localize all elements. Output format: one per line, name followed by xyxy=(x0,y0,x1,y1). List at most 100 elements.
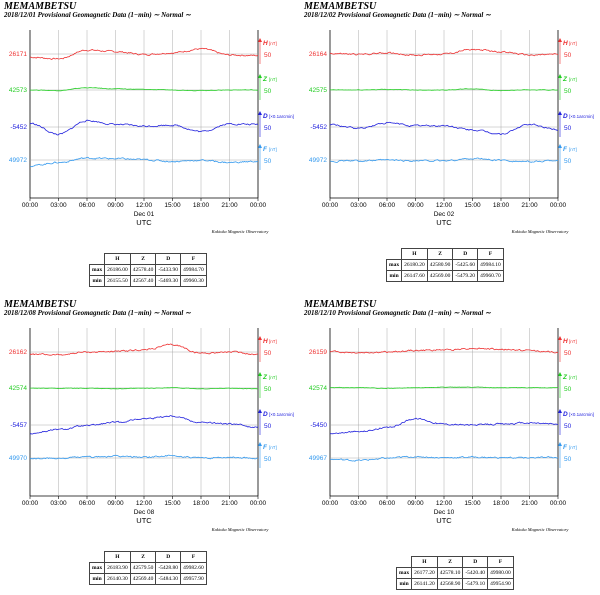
chart-subtitle: 2018/12/01 Provisional Geomagnetic Data … xyxy=(4,11,191,19)
component-letter: F xyxy=(263,444,268,451)
table-row: min 26155.50 42567.40 -5469.30 49960.30 xyxy=(88,275,207,287)
component-unit: [nT] xyxy=(569,445,577,450)
series-line-f xyxy=(29,156,259,168)
table-col-h: H xyxy=(104,551,131,563)
x-tick-label: 21:00 xyxy=(521,202,538,209)
date-label: Dec 01 xyxy=(134,211,155,218)
series-line-d xyxy=(29,119,259,136)
cell-z: 42569.00 xyxy=(426,270,454,282)
scale-arrow-icon xyxy=(558,74,562,78)
table-row: max 26183.90 42579.50 -5428.80 49982.60 xyxy=(88,562,207,574)
magnetogram-panel: MEMAMBETSU 2018/12/08 Provisional Geomag… xyxy=(0,298,300,595)
table-corner xyxy=(90,254,105,265)
x-tick-label: 09:00 xyxy=(107,500,124,507)
minmax-table: H Z D F max 26186.00 42578.40 -5433.90 4… xyxy=(88,253,207,287)
scale-value: 50 xyxy=(264,350,272,357)
row-label: max xyxy=(88,264,106,276)
component-unit: [nT] xyxy=(269,147,277,152)
table-col-z: Z xyxy=(129,551,157,563)
series-line-z xyxy=(329,386,558,390)
component-unit: [nT] xyxy=(269,375,277,380)
baseline-label: 49970 xyxy=(9,455,27,462)
x-tick-label: 00:00 xyxy=(250,500,267,507)
x-tick-label: 15:00 xyxy=(464,500,481,507)
cell-f: 49954.90 xyxy=(487,578,514,590)
scale-arrow-icon xyxy=(258,336,262,340)
component-unit: [×0.1arcmin] xyxy=(269,114,294,119)
cell-f: 49960.30 xyxy=(180,275,207,287)
series-line-d xyxy=(329,121,559,136)
cell-d: -5484.30 xyxy=(155,573,182,585)
cell-z: 42569.40 xyxy=(129,573,157,585)
table-col-f: F xyxy=(477,248,504,260)
row-label: max xyxy=(385,259,403,271)
minmax-table: H Z D F max 26183.90 42579.50 -5428.80 4… xyxy=(88,551,207,585)
x-tick-label: 21:00 xyxy=(521,500,538,507)
x-tick-label: 18:00 xyxy=(193,500,210,507)
x-tick-label: 00:00 xyxy=(322,500,339,507)
baseline-label: 26159 xyxy=(309,349,327,356)
table-col-d: D xyxy=(155,551,182,563)
scale-arrow-icon xyxy=(258,74,262,78)
cell-h: 26180.20 xyxy=(401,259,428,271)
magnetogram-chart: 00:00 03:00 06:00 09:00 12:00 15:00 18:00 21:00… xyxy=(309,30,594,234)
table-header-row: H Z D F xyxy=(90,551,207,563)
x-axis-label: UTC xyxy=(436,218,452,227)
table-col-h: H xyxy=(104,253,131,265)
baseline-label: 26171 xyxy=(9,51,27,58)
cell-z: 42578.40 xyxy=(129,264,157,276)
magnetogram-panel: MEMAMBETSU 2018/12/01 Provisional Geomag… xyxy=(0,0,300,297)
scale-value: 50 xyxy=(264,52,272,59)
table-header-row: H Z D F xyxy=(397,556,514,568)
series-line-z xyxy=(329,88,559,92)
scale-value: 50 xyxy=(264,386,272,393)
table-header-row: H Z D F xyxy=(387,248,504,260)
table-corner xyxy=(90,552,105,563)
cell-z: 42567.40 xyxy=(129,275,157,287)
cell-z: 42568.90 xyxy=(436,578,464,590)
x-tick-label: 06:00 xyxy=(379,202,396,209)
x-tick-label: 00:00 xyxy=(22,202,39,209)
component-letter: Z xyxy=(262,374,268,381)
scale-value: 50 xyxy=(564,125,572,132)
x-tick-label: 21:00 xyxy=(221,500,238,507)
table-corner xyxy=(387,249,402,260)
x-axis-label: UTC xyxy=(136,218,152,227)
series-line-z xyxy=(30,387,259,390)
x-tick-label: 03:00 xyxy=(50,202,67,209)
scale-value: 50 xyxy=(564,456,572,463)
x-tick-label: 12:00 xyxy=(436,202,453,209)
baseline-label: 49967 xyxy=(309,455,327,462)
scale-arrow-icon xyxy=(258,442,262,446)
cell-d: -5433.90 xyxy=(155,264,182,276)
component-unit: [×0.1arcmin] xyxy=(569,114,594,119)
row-label: min xyxy=(385,270,403,282)
cell-z: 42580.90 xyxy=(426,259,454,271)
magnetogram-chart: 00:00 03:00 06:00 09:00 12:00 15:00 18:00 21:00… xyxy=(9,328,294,532)
scale-arrow-icon xyxy=(258,372,262,376)
scale-arrow-icon xyxy=(558,111,562,115)
station-name: MEMAMBETSU xyxy=(304,299,377,310)
component-letter: D xyxy=(563,113,568,120)
component-letter: H xyxy=(263,40,268,47)
table-col-z: Z xyxy=(129,253,157,265)
component-letter: F xyxy=(563,146,568,153)
cell-f: 49984.10 xyxy=(477,259,504,271)
table-col-z: Z xyxy=(426,248,454,260)
table-row: min 26141.20 42568.90 -5479.10 49954.90 xyxy=(395,578,514,590)
scale-value: 50 xyxy=(264,456,272,463)
x-tick-label: 06:00 xyxy=(79,500,96,507)
component-unit: [nT] xyxy=(269,339,277,344)
component-letter: D xyxy=(563,411,568,418)
x-tick-label: 06:00 xyxy=(379,500,396,507)
component-letter: D xyxy=(263,113,268,120)
component-unit: [nT] xyxy=(269,77,277,82)
series-line-f xyxy=(329,455,559,462)
cell-d: -5479.20 xyxy=(452,270,479,282)
x-tick-label: 03:00 xyxy=(350,500,367,507)
scale-arrow-icon xyxy=(558,336,562,340)
cell-h: 26177.20 xyxy=(411,567,438,579)
baseline-label: -5457 xyxy=(10,422,27,429)
observatory-label: Kakioka Magnetic Observatory xyxy=(211,229,269,234)
row-label: min xyxy=(88,275,106,287)
